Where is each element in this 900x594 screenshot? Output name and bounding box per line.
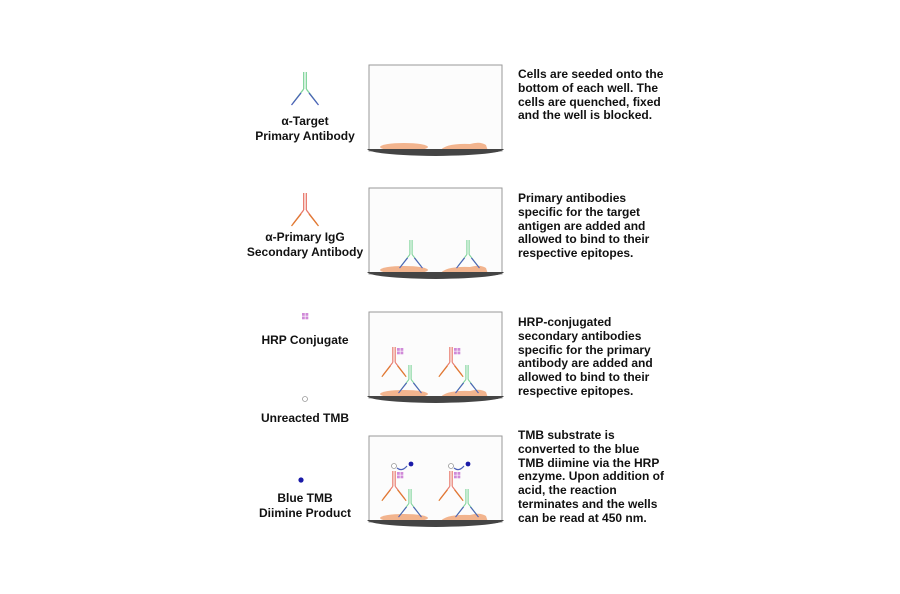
blue-tmb-product	[408, 461, 414, 467]
cell	[440, 142, 488, 151]
bound-primary-antibody	[455, 365, 479, 394]
hrp-conjugate	[397, 472, 404, 479]
well-base	[367, 149, 504, 156]
step-1-description: Cells are seeded onto the bottom of each…	[518, 67, 664, 123]
hrp-conjugate-icon	[302, 313, 309, 320]
cell	[440, 513, 488, 522]
blue-tmb-product	[465, 461, 471, 467]
primary-antibody-icon	[290, 72, 320, 106]
bound-primary-antibody	[455, 489, 479, 518]
unreacted-tmb	[391, 463, 397, 469]
bound-secondary-antibody	[438, 347, 464, 378]
cell	[440, 265, 488, 274]
unreacted-tmb	[448, 463, 454, 469]
legend-blue-tmb-label: Blue TMB Diimine Product	[258, 491, 351, 520]
legend-unreacted-tmb-label: Unreacted TMB	[260, 411, 349, 425]
legend-secondary-antibody-label: α-Primary IgG Secondary Antibody	[246, 230, 364, 259]
bound-secondary-antibody	[381, 347, 407, 378]
unreacted-tmb-icon	[302, 396, 308, 402]
legend-primary-antibody-label: α-Target Primary Antibody	[255, 114, 355, 143]
well-base	[367, 520, 504, 527]
hrp-conjugate	[397, 348, 404, 355]
step-2-description: Primary antibodies specific for the targ…	[518, 191, 650, 261]
hrp-conjugate	[454, 348, 461, 355]
well-base	[367, 396, 504, 403]
well-base	[367, 272, 504, 279]
reaction-arrow	[396, 465, 408, 471]
well-3	[367, 311, 504, 403]
well-4	[367, 435, 504, 527]
bound-primary-antibody	[398, 365, 422, 394]
bound-primary-antibody	[456, 240, 480, 269]
blue-tmb-icon	[298, 477, 304, 483]
bound-primary-antibody	[399, 240, 423, 269]
reaction-arrow	[453, 465, 465, 471]
hrp-conjugate	[454, 472, 461, 479]
bound-primary-antibody	[398, 489, 422, 518]
legend-hrp-label: HRP Conjugate	[261, 333, 349, 347]
bound-secondary-antibody	[438, 471, 464, 502]
step-3-description: HRP-conjugated secondary antibodies spec…	[518, 315, 653, 398]
well-2	[367, 187, 504, 279]
well-1	[367, 64, 504, 156]
cell	[440, 389, 488, 398]
bound-secondary-antibody	[381, 471, 407, 502]
secondary-antibody-icon	[290, 193, 320, 227]
step-4-description: TMB substrate is converted to the blue T…	[518, 428, 664, 525]
